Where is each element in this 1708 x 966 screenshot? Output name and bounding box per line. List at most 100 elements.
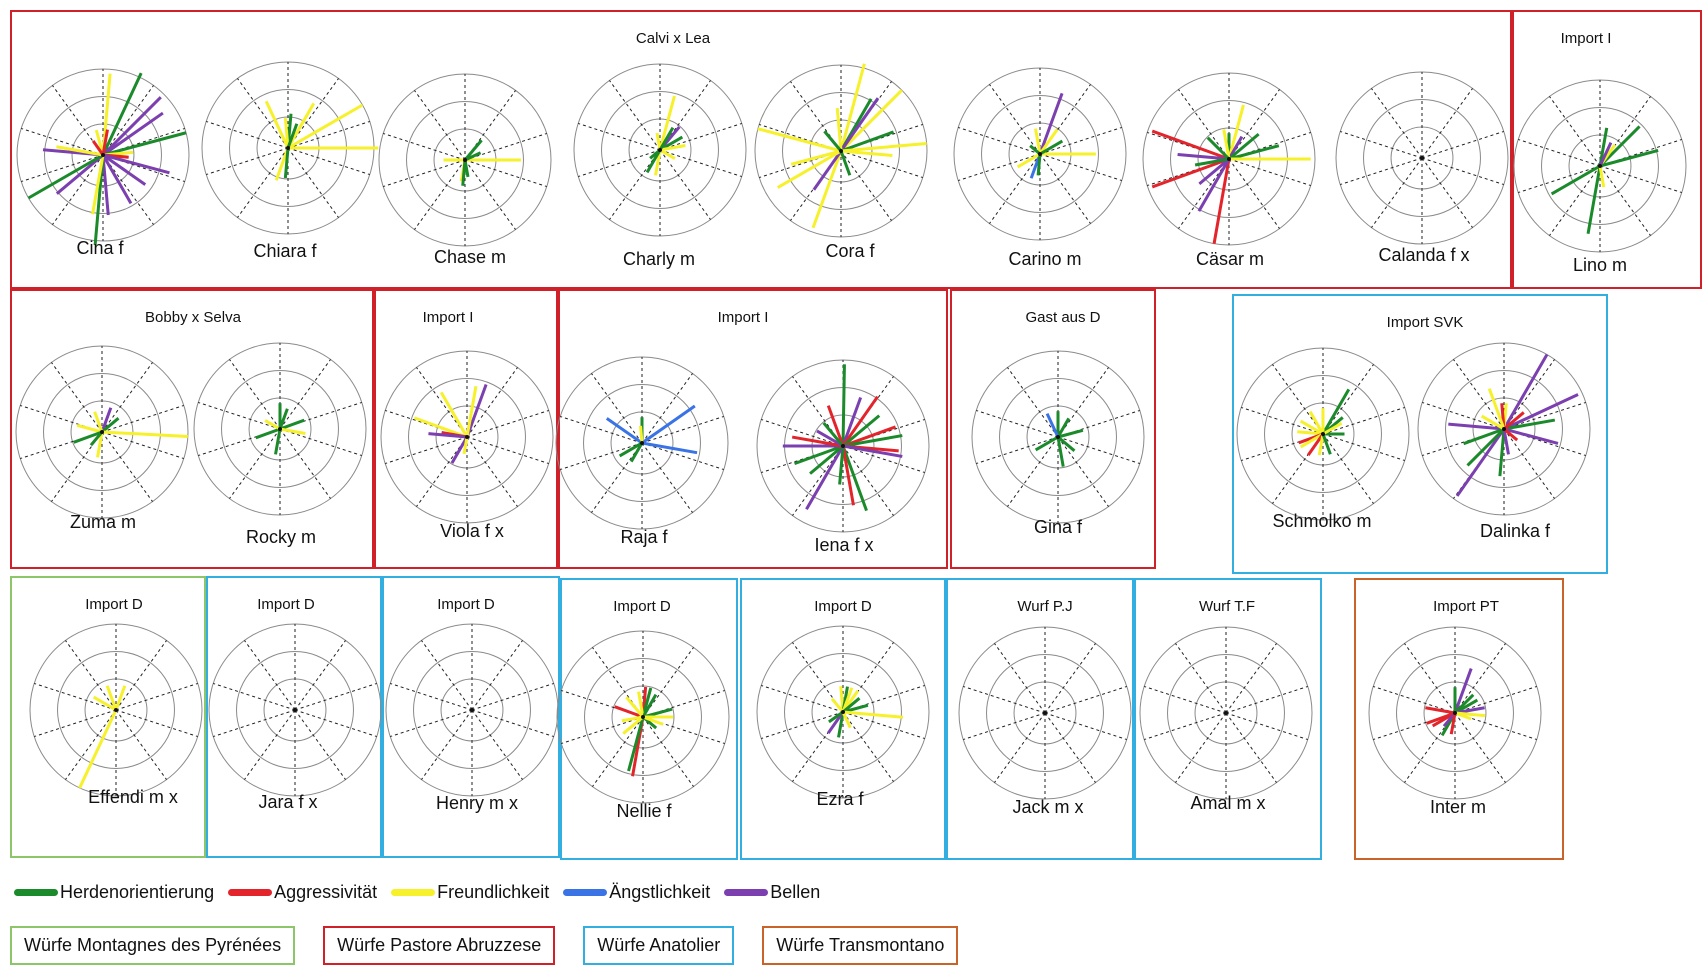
trait-ray: [1503, 427, 1519, 442]
radar-spoke: [592, 716, 644, 787]
radar-spoke: [1421, 88, 1473, 159]
radar-spoke: [101, 431, 184, 460]
radar-spoke: [842, 711, 894, 782]
legend-swatch: [391, 889, 436, 896]
legend-label: Aggressivität: [274, 882, 378, 902]
radar-spoke: [65, 709, 117, 780]
trait-ray: [1194, 157, 1230, 167]
legend-swatch: [724, 889, 769, 896]
trait-ray: [1034, 128, 1042, 155]
radar-ring: [1541, 107, 1659, 225]
radar-spoke: [1144, 712, 1227, 741]
radar-spoke: [464, 132, 547, 161]
trait-ray: [1057, 428, 1084, 439]
radar-ring: [986, 654, 1104, 772]
trait-ray: [822, 421, 845, 447]
trait-ray: [1599, 148, 1659, 168]
trait-ray: [1056, 417, 1071, 438]
trait-ray: [1222, 129, 1231, 160]
radar-ring: [221, 370, 339, 488]
trait-ray: [1297, 430, 1324, 436]
trait-ray: [649, 148, 661, 160]
radar-chart: [958, 626, 1132, 800]
trait-ray: [1299, 432, 1324, 449]
dog-label: Inter m: [1429, 797, 1487, 817]
radar-spoke: [1044, 712, 1096, 783]
radar-spoke: [51, 362, 103, 433]
trait-ray: [841, 395, 879, 447]
radar-spoke: [101, 362, 153, 433]
group-title: Import D: [85, 596, 143, 613]
radar-spoke: [989, 153, 1041, 224]
trait-ray: [1306, 433, 1325, 456]
radar-spoke: [287, 147, 370, 176]
trait-ray: [614, 705, 644, 719]
radar-spoke: [1057, 436, 1140, 465]
radar-spoke: [1421, 130, 1504, 159]
trait-ray: [1586, 165, 1602, 235]
dog-label: Cora f: [825, 241, 875, 261]
radar-center: [841, 710, 845, 714]
radar-spoke: [578, 122, 661, 151]
radar-spoke: [761, 418, 844, 447]
radar-spoke: [591, 373, 643, 444]
legend-swatch: [228, 889, 273, 896]
radar-ring: [406, 101, 524, 219]
trait-ray: [839, 150, 852, 176]
radar-spoke: [466, 409, 549, 438]
radar-ring: [44, 96, 162, 214]
trait-ray: [93, 411, 104, 433]
radar-spoke: [761, 684, 844, 713]
radar-spoke: [52, 154, 104, 225]
trait-ray: [1425, 706, 1456, 715]
trait-ray: [76, 423, 103, 434]
trait-ray: [839, 97, 880, 152]
group-box: [558, 289, 948, 569]
dog-label: Gina f: [1033, 517, 1083, 537]
radar-ring: [981, 95, 1099, 213]
radar-spoke: [659, 149, 742, 178]
radar-chart: [756, 625, 930, 799]
radar-ring: [1167, 654, 1285, 772]
trait-ray: [629, 442, 644, 463]
radar-ring: [999, 378, 1117, 496]
radar-ring: [782, 92, 900, 210]
radar-spoke: [115, 640, 167, 711]
radar-ring: [584, 658, 702, 776]
trait-ray: [1321, 433, 1332, 455]
radar-spoke: [115, 682, 198, 711]
trait-ray: [1228, 144, 1280, 161]
trait-ray: [102, 153, 147, 186]
group-box: [1232, 294, 1608, 574]
radar-spoke: [237, 78, 289, 149]
breed-label-transmontano: Würfe Transmontano: [762, 926, 959, 965]
trait-ray: [622, 715, 644, 735]
radar-center: [286, 146, 290, 150]
radar-chart: [555, 356, 729, 530]
group-box: [1134, 578, 1322, 860]
radar-spoke: [390, 709, 473, 738]
dog-label: Viola f x: [440, 521, 504, 541]
group-title: Import D: [613, 598, 671, 615]
radar-chart: [1417, 342, 1591, 516]
radar-spoke: [294, 682, 377, 711]
radar-chart: [1513, 79, 1687, 253]
trait-ray: [1036, 153, 1042, 176]
radar-center: [278, 427, 282, 431]
radar-spoke: [1599, 165, 1651, 236]
trait-ray: [96, 431, 104, 458]
radar-spoke: [279, 428, 331, 499]
dog-label: Jara f x: [258, 792, 318, 812]
radar-spoke: [464, 159, 547, 188]
dog-label: Raja f: [620, 527, 668, 547]
dog-label: Iena f x: [814, 535, 874, 555]
trait-ray: [1228, 132, 1260, 161]
group-title: Import D: [437, 596, 495, 613]
radar-spoke: [989, 84, 1041, 155]
radar-spoke: [642, 716, 694, 787]
trait-ray: [1299, 419, 1324, 436]
radar-center: [470, 708, 474, 712]
radar-spoke: [1371, 157, 1423, 228]
radar-chart: [193, 342, 367, 516]
